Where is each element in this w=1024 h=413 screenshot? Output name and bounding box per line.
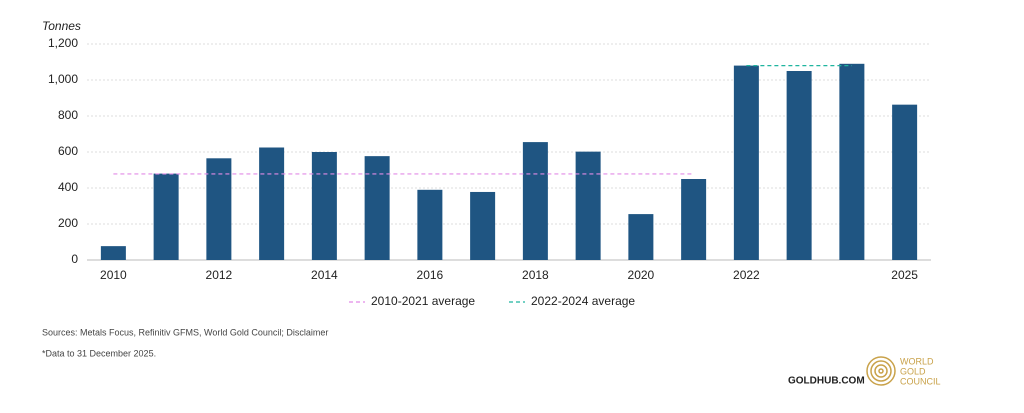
y-tick-label: 600 [58, 144, 78, 158]
legend-label: 2010-2021 average [371, 294, 475, 308]
x-tick-label: 2012 [206, 268, 233, 282]
bar [839, 63, 865, 260]
bar [206, 158, 232, 260]
x-tick-label: 2018 [522, 268, 549, 282]
bar [417, 189, 443, 260]
bar [786, 71, 812, 260]
x-tick-label: 2016 [417, 268, 444, 282]
bar [470, 191, 496, 260]
x-tick-label: 2025 [891, 268, 918, 282]
bar [892, 104, 918, 260]
legend-label: 2022-2024 average [531, 294, 635, 308]
x-tick-label: 2014 [311, 268, 338, 282]
bar [100, 246, 126, 260]
bar [153, 173, 179, 260]
y-tick-label: 1,200 [48, 36, 78, 50]
bar [628, 214, 654, 260]
bar [575, 151, 601, 260]
site: GOLDHUB.COM [788, 376, 865, 387]
y-tick-label: 400 [58, 180, 78, 194]
note: *Data to 31 December 2025. [42, 348, 156, 358]
bar [364, 156, 390, 260]
bar [259, 147, 285, 260]
y-tick-label: 200 [58, 216, 78, 230]
logo-text: GOLD [900, 366, 926, 376]
logo-mark [866, 356, 896, 386]
x-tick-label: 2020 [628, 268, 655, 282]
bar [311, 152, 337, 260]
x-tick-label: 2022 [733, 268, 760, 282]
y-axis-label: Tonnes [42, 19, 81, 33]
x-tick-label: 2010 [100, 268, 127, 282]
logo-text: WORLD [900, 356, 934, 366]
sources: Sources: Metals Focus, Refinitiv GFMS, W… [42, 327, 328, 337]
bar [733, 65, 759, 260]
y-tick-label: 0 [71, 252, 78, 266]
bar [522, 142, 548, 260]
logo-text: COUNCIL [900, 376, 941, 386]
y-tick-label: 1,000 [48, 72, 78, 86]
bar [681, 179, 707, 260]
y-tick-label: 800 [58, 108, 78, 122]
